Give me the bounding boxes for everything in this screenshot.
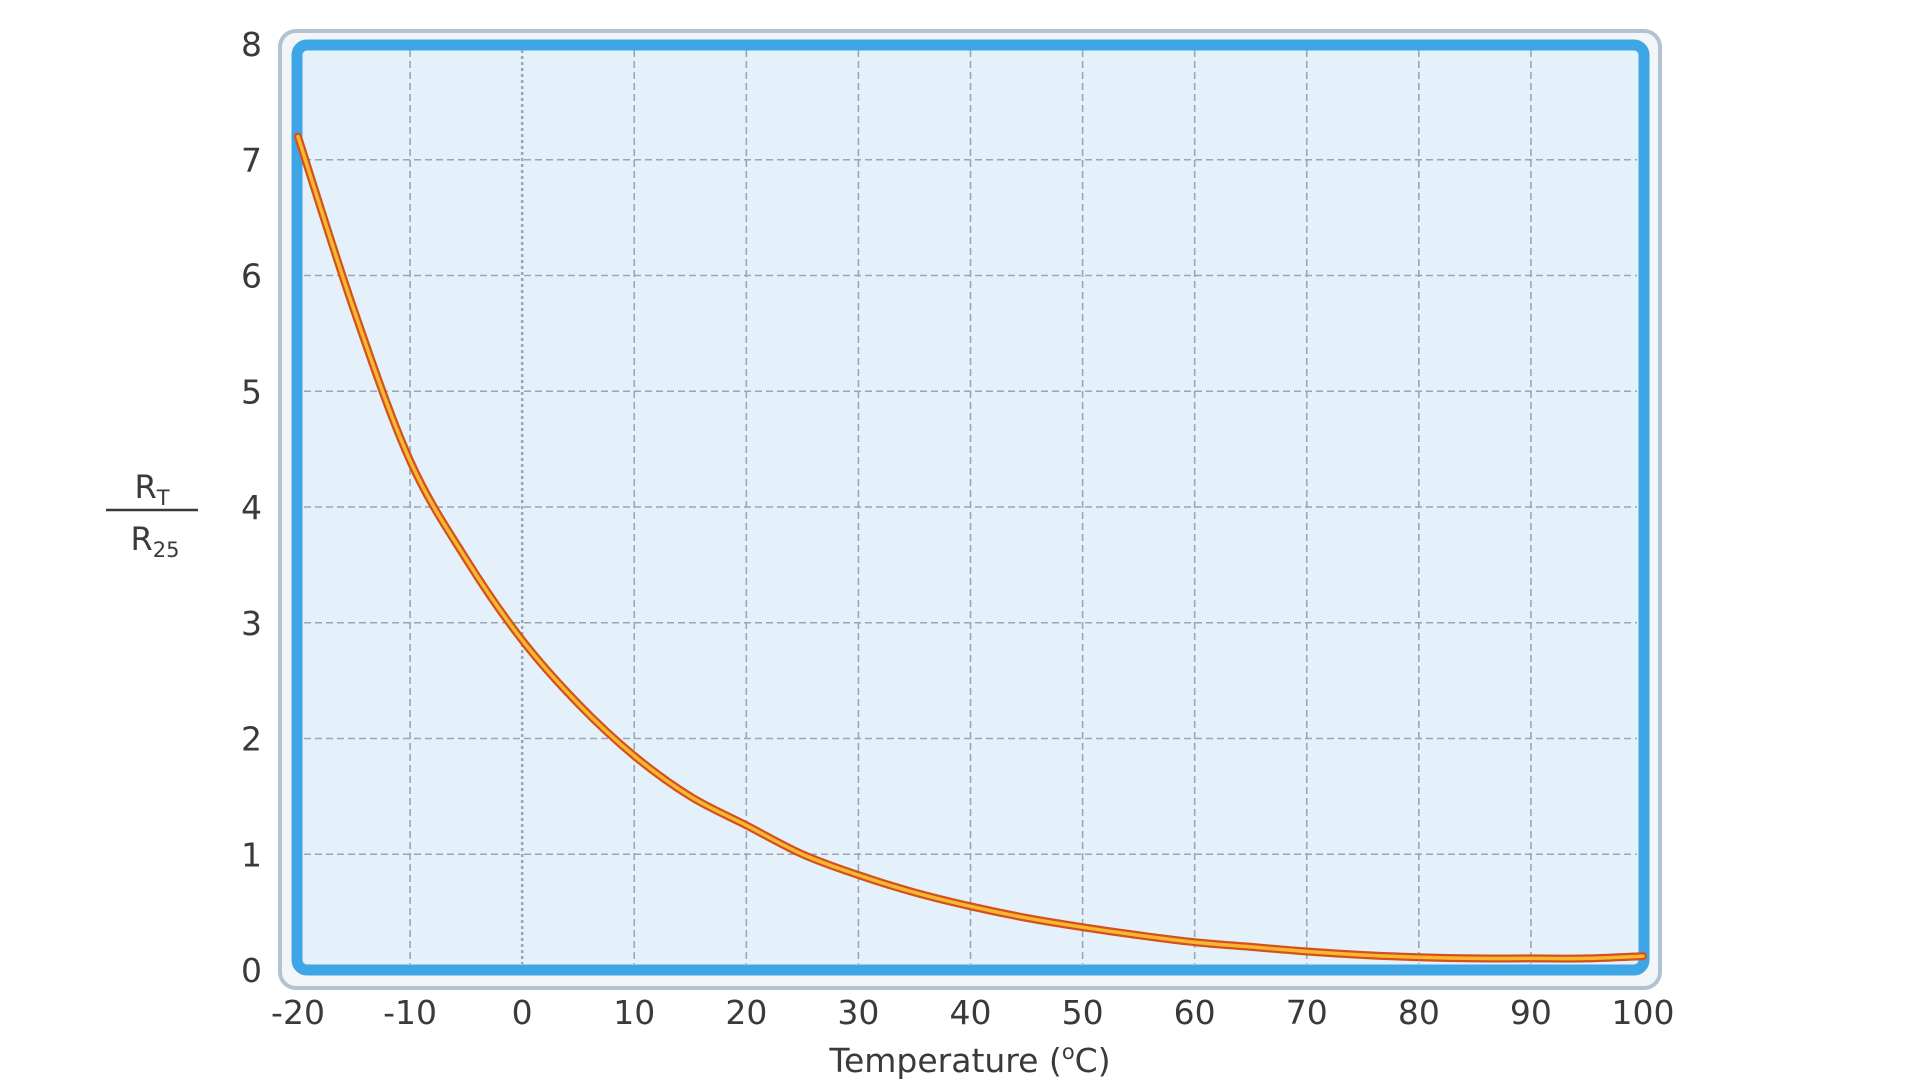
y-tick-label-7: 7 <box>241 141 262 180</box>
x-tick-label-1: -10 <box>383 993 437 1032</box>
x-tick-label-0: -20 <box>271 993 325 1032</box>
x-tick-label-9: 70 <box>1286 993 1328 1032</box>
y-axis-label: RT R25 <box>106 468 198 562</box>
x-tick-label-5: 30 <box>837 993 879 1032</box>
y-tick-label-2: 2 <box>241 720 262 759</box>
x-tick-label-11: 90 <box>1510 993 1552 1032</box>
x-tick-label-7: 50 <box>1062 993 1104 1032</box>
y-tick-label-4: 4 <box>241 488 262 527</box>
x-tick-label-4: 20 <box>725 993 767 1032</box>
x-tick-label-2: 0 <box>512 993 533 1032</box>
series-layer <box>294 132 1647 963</box>
x-axis-ticks: -20 -10 0 10 20 30 40 50 60 70 80 90 100 <box>271 993 1674 1032</box>
y-tick-label-6: 6 <box>241 257 262 296</box>
x-tick-label-3: 10 <box>613 993 655 1032</box>
grid <box>304 50 1637 964</box>
x-tick-label-12: 100 <box>1612 993 1675 1032</box>
y-axis-ticks: 0 1 2 3 4 5 6 7 8 <box>241 25 262 990</box>
series-line <box>296 134 1645 961</box>
x-tick-label-8: 60 <box>1174 993 1216 1032</box>
x-tick-label-6: 40 <box>950 993 992 1032</box>
y-tick-label-0: 0 <box>241 951 262 990</box>
y-tick-label-1: 1 <box>241 835 262 874</box>
x-axis-title: Temperature (oC) <box>828 1040 1110 1080</box>
y-tick-label-5: 5 <box>241 372 262 411</box>
y-label-numerator: RT <box>134 468 169 510</box>
x-tick-label-10: 80 <box>1398 993 1440 1032</box>
y-tick-label-8: 8 <box>241 25 262 64</box>
y-label-denominator: R25 <box>131 520 180 562</box>
y-tick-label-3: 3 <box>241 604 262 643</box>
